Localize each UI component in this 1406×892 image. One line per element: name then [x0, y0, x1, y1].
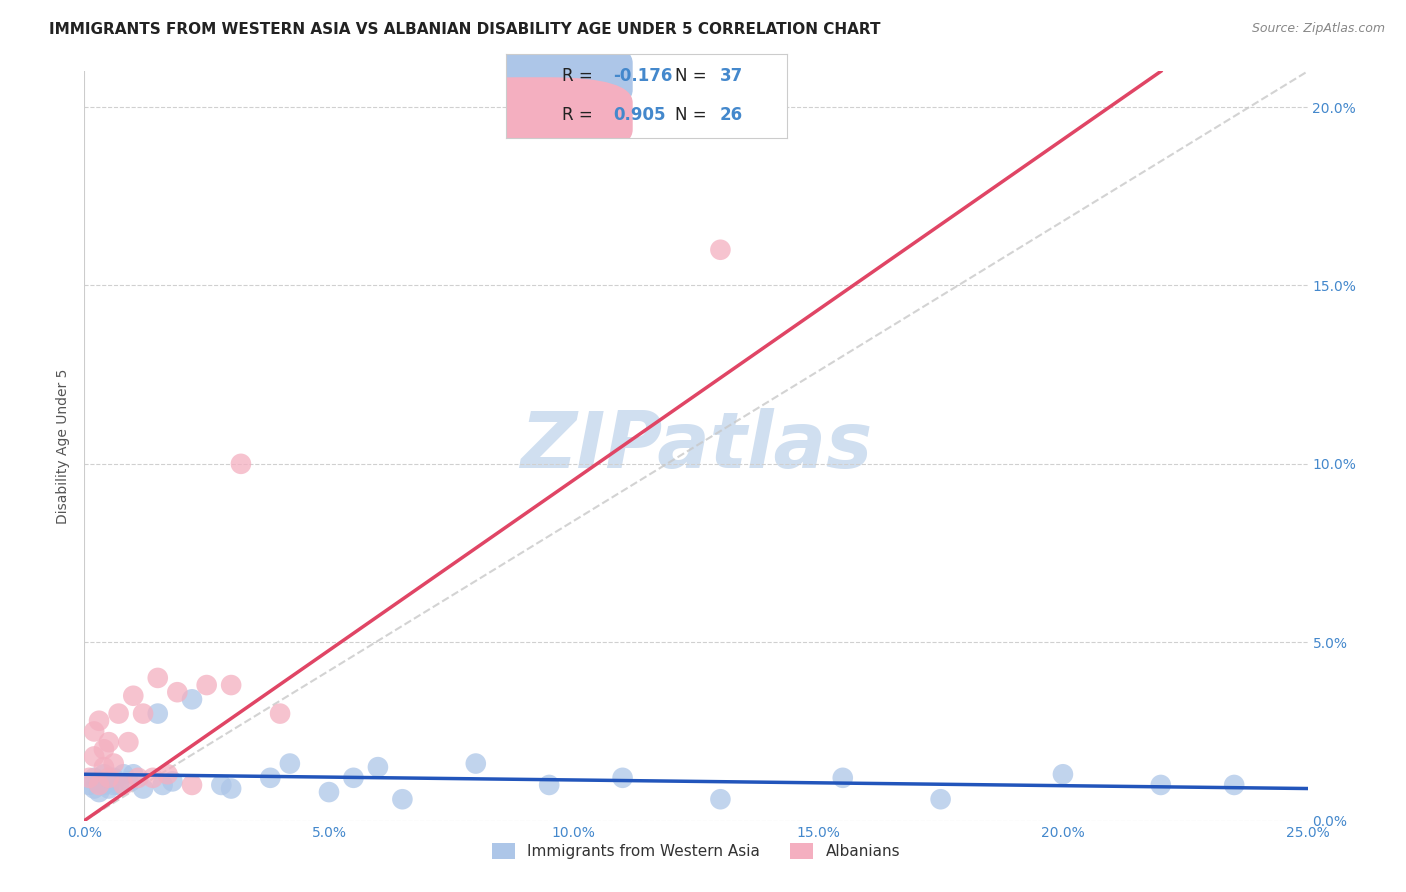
Point	[83, 781, 105, 796]
Point	[259, 771, 281, 785]
Point	[112, 767, 135, 781]
Point	[103, 778, 125, 792]
Point	[93, 760, 115, 774]
Point	[87, 774, 110, 789]
Point	[1052, 767, 1074, 781]
Point	[146, 671, 169, 685]
Point	[219, 678, 242, 692]
Point	[219, 781, 242, 796]
Point	[831, 771, 853, 785]
Text: ZIPatlas: ZIPatlas	[520, 408, 872, 484]
Point	[1223, 778, 1246, 792]
Point	[103, 771, 125, 785]
Point	[709, 792, 731, 806]
FancyBboxPatch shape	[433, 37, 633, 115]
Point	[709, 243, 731, 257]
Point	[122, 689, 145, 703]
Point	[93, 778, 115, 792]
Point	[117, 774, 139, 789]
Point	[107, 706, 129, 721]
Text: 0.905: 0.905	[613, 106, 665, 124]
Point	[342, 771, 364, 785]
Point	[132, 781, 155, 796]
Point	[367, 760, 389, 774]
Point	[97, 774, 120, 789]
Text: N =: N =	[675, 106, 711, 124]
Point	[142, 771, 165, 785]
Point	[132, 706, 155, 721]
Text: 26: 26	[720, 106, 742, 124]
FancyBboxPatch shape	[433, 78, 633, 155]
Text: N =: N =	[675, 68, 711, 86]
Point	[83, 771, 105, 785]
Point	[156, 767, 179, 781]
Point	[195, 678, 218, 692]
Point	[1150, 778, 1173, 792]
Point	[269, 706, 291, 721]
Point	[112, 778, 135, 792]
Point	[612, 771, 634, 785]
Point	[103, 756, 125, 771]
Text: IMMIGRANTS FROM WESTERN ASIA VS ALBANIAN DISABILITY AGE UNDER 5 CORRELATION CHAR: IMMIGRANTS FROM WESTERN ASIA VS ALBANIAN…	[49, 22, 880, 37]
Legend: Immigrants from Western Asia, Albanians: Immigrants from Western Asia, Albanians	[485, 838, 907, 865]
Point	[97, 781, 120, 796]
Point	[97, 771, 120, 785]
Text: -0.176: -0.176	[613, 68, 672, 86]
Point	[538, 778, 561, 792]
Point	[83, 749, 105, 764]
Point	[77, 771, 100, 785]
Point	[87, 778, 110, 792]
Point	[318, 785, 340, 799]
Point	[166, 685, 188, 699]
Point	[97, 735, 120, 749]
Point	[93, 767, 115, 781]
Point	[107, 778, 129, 792]
Text: R =: R =	[562, 106, 599, 124]
Point	[278, 756, 301, 771]
Point	[162, 774, 184, 789]
Point	[146, 706, 169, 721]
Text: 37: 37	[720, 68, 744, 86]
Point	[87, 714, 110, 728]
Point	[929, 792, 952, 806]
Y-axis label: Disability Age Under 5: Disability Age Under 5	[56, 368, 70, 524]
Point	[181, 692, 204, 706]
Point	[209, 778, 232, 792]
Point	[83, 724, 105, 739]
Point	[464, 756, 486, 771]
Point	[229, 457, 252, 471]
Point	[77, 778, 100, 792]
Point	[127, 771, 149, 785]
Point	[93, 742, 115, 756]
Point	[117, 735, 139, 749]
Point	[122, 767, 145, 781]
Text: R =: R =	[562, 68, 599, 86]
Point	[152, 778, 174, 792]
Point	[391, 792, 413, 806]
Text: Source: ZipAtlas.com: Source: ZipAtlas.com	[1251, 22, 1385, 36]
Point	[87, 785, 110, 799]
Point	[181, 778, 204, 792]
